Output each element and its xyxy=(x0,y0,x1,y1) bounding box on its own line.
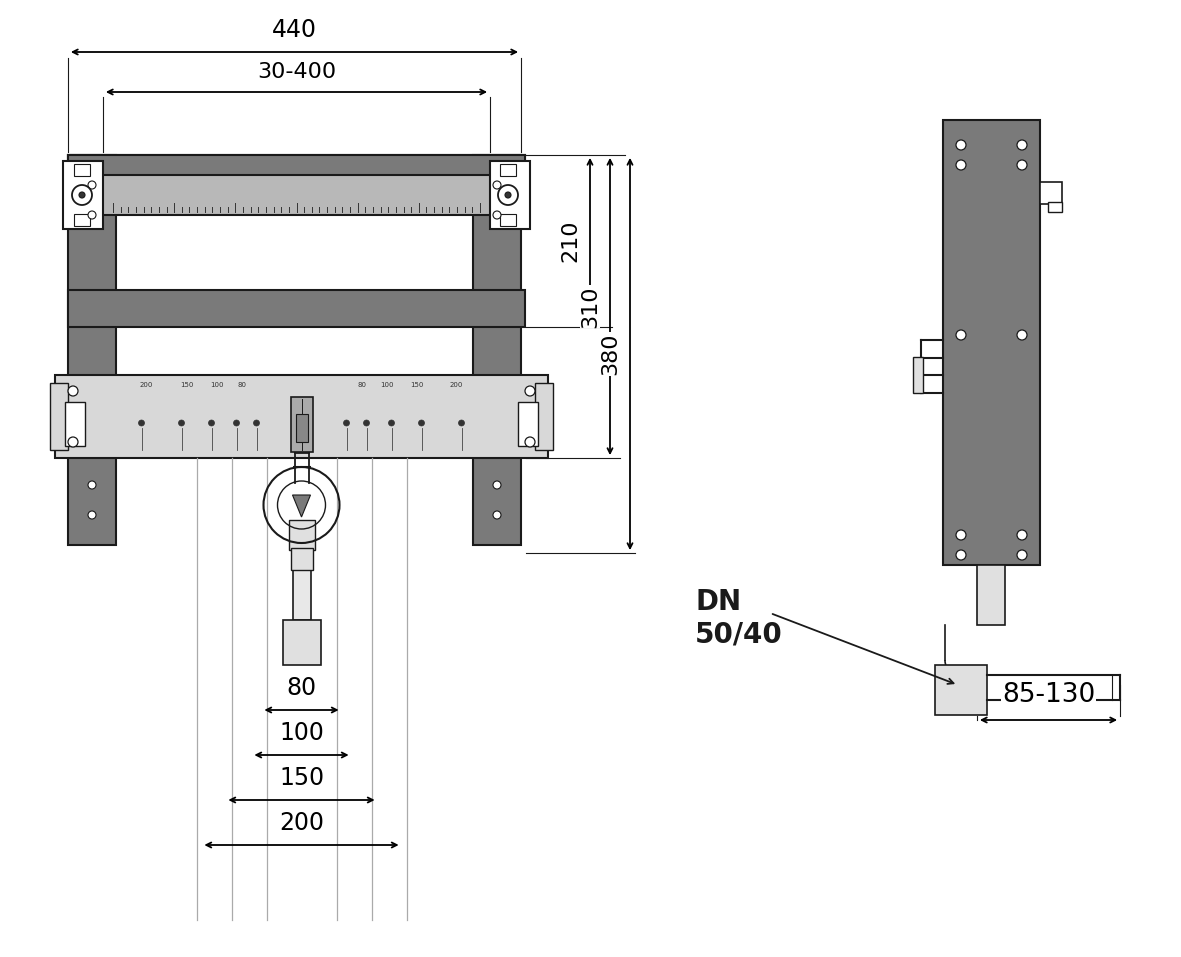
Text: 30-400: 30-400 xyxy=(257,62,337,82)
Circle shape xyxy=(364,420,370,426)
Bar xyxy=(68,155,116,545)
Circle shape xyxy=(1017,530,1027,540)
Circle shape xyxy=(1017,160,1027,170)
Text: 150: 150 xyxy=(410,382,423,388)
Bar xyxy=(913,357,924,393)
Circle shape xyxy=(955,330,966,340)
Text: 150: 150 xyxy=(180,382,194,388)
Bar xyxy=(74,214,90,226)
Circle shape xyxy=(72,185,92,205)
Circle shape xyxy=(344,420,350,426)
Circle shape xyxy=(955,140,966,150)
Text: 80: 80 xyxy=(237,382,246,388)
Text: 80: 80 xyxy=(357,382,366,388)
Text: 100: 100 xyxy=(380,382,393,388)
Circle shape xyxy=(526,386,535,396)
Bar xyxy=(293,543,311,620)
Bar xyxy=(65,402,85,446)
Circle shape xyxy=(234,420,240,426)
Text: 150: 150 xyxy=(279,766,324,790)
Text: 200: 200 xyxy=(279,811,324,835)
Text: 200: 200 xyxy=(450,382,463,388)
Text: 80: 80 xyxy=(287,676,317,700)
Bar xyxy=(535,383,553,450)
Circle shape xyxy=(178,420,184,426)
Circle shape xyxy=(955,160,966,170)
Circle shape xyxy=(79,192,85,198)
Circle shape xyxy=(458,420,464,426)
Circle shape xyxy=(492,481,501,489)
Text: 440: 440 xyxy=(272,18,317,42)
Circle shape xyxy=(209,420,215,426)
Circle shape xyxy=(254,420,260,426)
Circle shape xyxy=(492,211,501,219)
Circle shape xyxy=(89,511,96,519)
Bar xyxy=(63,161,103,229)
Bar xyxy=(977,565,1005,625)
Polygon shape xyxy=(293,495,311,517)
Bar xyxy=(68,290,526,327)
Circle shape xyxy=(498,185,518,205)
Text: 100: 100 xyxy=(210,382,223,388)
Bar xyxy=(282,620,320,665)
Bar xyxy=(942,120,1040,565)
Circle shape xyxy=(89,481,96,489)
Text: DN
50/40: DN 50/40 xyxy=(694,588,783,648)
Bar xyxy=(474,155,521,545)
Bar xyxy=(935,665,987,715)
Text: 210: 210 xyxy=(560,220,580,262)
Bar xyxy=(288,520,314,550)
Bar xyxy=(1040,182,1062,204)
Circle shape xyxy=(1017,550,1027,560)
Bar xyxy=(68,155,526,215)
Circle shape xyxy=(89,181,96,189)
Circle shape xyxy=(955,550,966,560)
Circle shape xyxy=(526,437,535,447)
Bar xyxy=(291,397,313,452)
Text: 85-130: 85-130 xyxy=(1001,682,1095,708)
Bar xyxy=(1048,202,1062,212)
Circle shape xyxy=(389,420,394,426)
Text: 310: 310 xyxy=(580,285,600,327)
Circle shape xyxy=(418,420,424,426)
Circle shape xyxy=(505,192,511,198)
Bar xyxy=(56,375,548,458)
Circle shape xyxy=(955,530,966,540)
Bar xyxy=(518,402,539,446)
Bar xyxy=(490,161,530,229)
Text: 100: 100 xyxy=(279,721,324,745)
Text: 380: 380 xyxy=(600,333,620,375)
Circle shape xyxy=(138,420,144,426)
Bar xyxy=(295,414,307,442)
Circle shape xyxy=(68,386,78,396)
Bar xyxy=(291,548,313,570)
Circle shape xyxy=(89,211,96,219)
Bar xyxy=(68,155,526,175)
Bar xyxy=(500,214,516,226)
Circle shape xyxy=(492,511,501,519)
Text: 200: 200 xyxy=(139,382,154,388)
Bar xyxy=(50,383,68,450)
Circle shape xyxy=(1017,330,1027,340)
Bar xyxy=(500,164,516,176)
Bar xyxy=(74,164,90,176)
Circle shape xyxy=(1017,140,1027,150)
Circle shape xyxy=(492,181,501,189)
Circle shape xyxy=(68,437,78,447)
